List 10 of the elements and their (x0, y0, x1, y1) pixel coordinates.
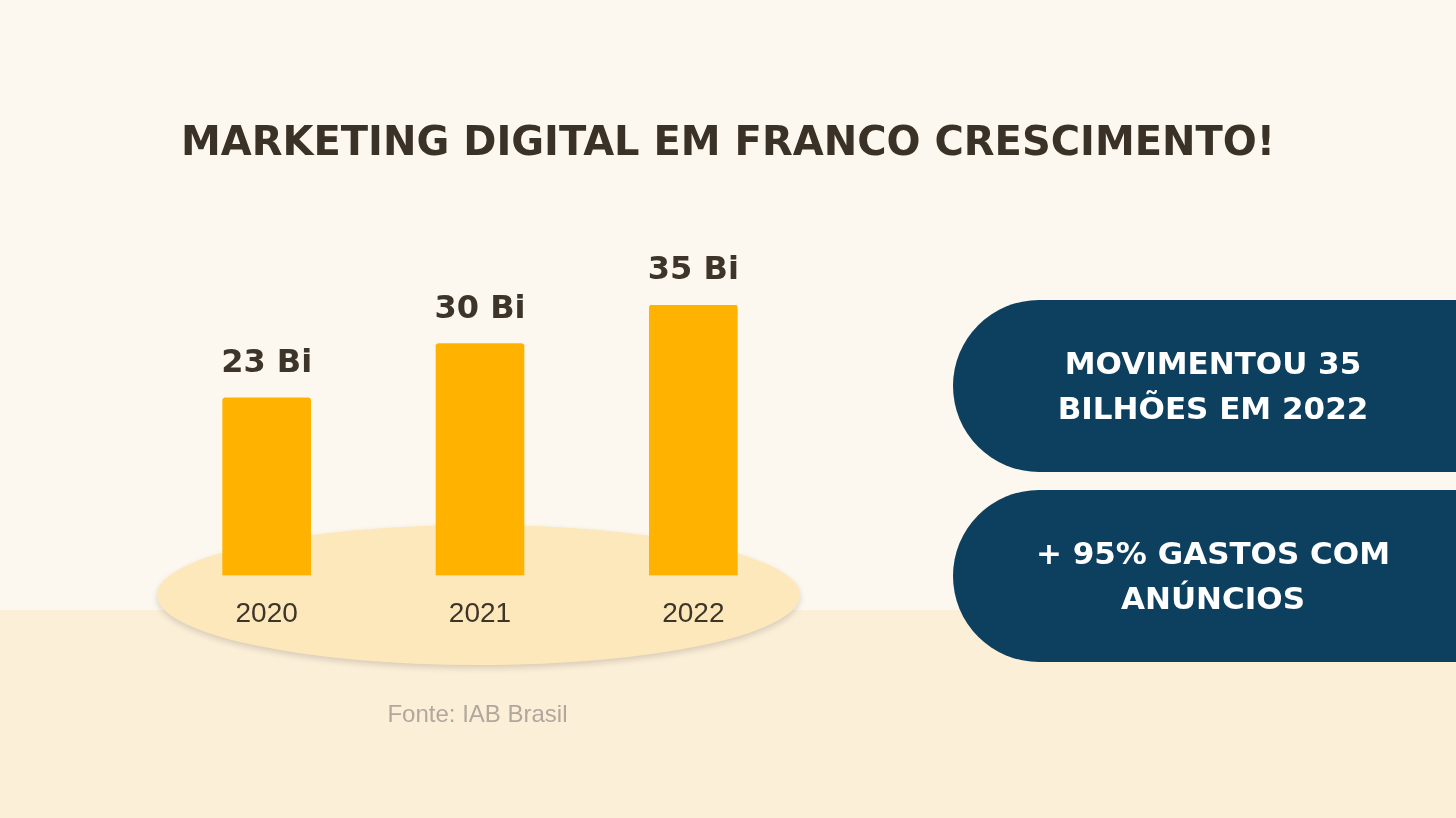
x-tick-label: 2021 (448, 596, 512, 628)
data-label: 30 Bi (434, 287, 526, 326)
data-label: 35 Bi (647, 249, 739, 288)
rounded-card: MOVIMENTOU 35 BILHÕES EM 2022 (953, 300, 1456, 472)
source-note: Fonte: IAB Brasil (386, 700, 569, 728)
x-tick-label: 2022 (662, 596, 725, 628)
rounded-card: + 95% GASTOS COM ANÚNCIOS (953, 490, 1456, 662)
data-label: 23 Bi (221, 342, 313, 381)
chart-title: MARKETING DIGITAL EM FRANCO CRESCIMENTO! (179, 118, 1277, 164)
x-tick-label: 2020 (235, 596, 298, 628)
